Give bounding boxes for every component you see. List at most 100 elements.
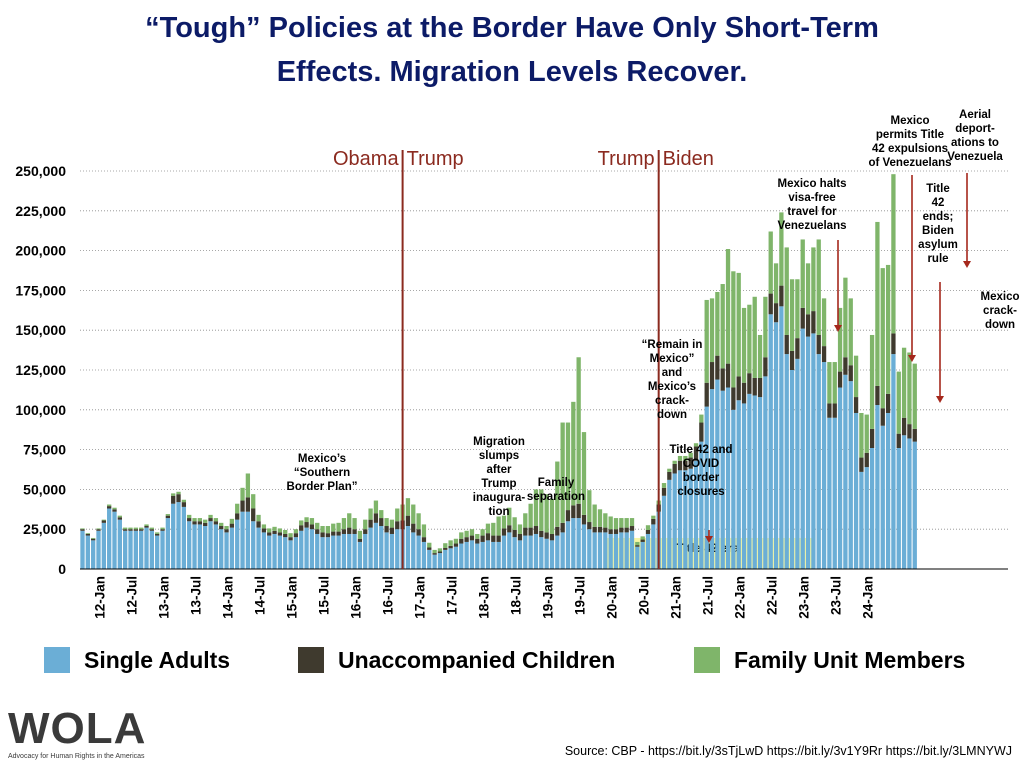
axes: 0 25,000 50,000 75,000 100,000 125,000 150,000…: [15, 163, 1008, 619]
x-tick-label: 23-Jan: [797, 576, 812, 619]
x-tick-label: 22-Jan: [733, 576, 748, 619]
bar-family-unit-members: [907, 352, 912, 425]
bar-single-adults: [299, 530, 304, 569]
bar-single-adults: [384, 532, 389, 569]
annotation-text: border: [683, 472, 720, 484]
bar-family-unit-members: [672, 460, 677, 464]
bar-unaccompanied-children: [373, 513, 379, 523]
annotation-text: COVID: [683, 458, 719, 470]
bar-family-unit-members: [331, 523, 336, 532]
bar-unaccompanied-children: [427, 547, 432, 550]
bar-single-adults: [864, 467, 869, 569]
bar-family-unit-members: [283, 529, 288, 534]
bar-family-unit-members: [576, 357, 581, 504]
bar-family-unit-members: [139, 527, 144, 530]
bar-unaccompanied-children: [117, 517, 122, 520]
bar-single-adults: [352, 533, 357, 569]
chart-title: “Tough” Policies at the Border Have Only…: [20, 6, 1004, 94]
bar-unaccompanied-children: [405, 515, 411, 527]
bar-unaccompanied-children: [363, 529, 368, 534]
bar-single-adults: [768, 314, 773, 569]
bar-single-adults: [672, 473, 677, 569]
bar-family-unit-members: [651, 515, 656, 519]
bar-single-adults: [667, 479, 672, 569]
bar-unaccompanied-children: [197, 521, 203, 525]
bar-unaccompanied-children: [523, 527, 528, 536]
bar-single-adults: [267, 535, 272, 569]
bar-family-unit-members: [560, 422, 565, 523]
bar-unaccompanied-children: [853, 397, 859, 413]
bar-family-unit-members: [373, 500, 379, 514]
bar-single-adults: [331, 535, 336, 569]
title-line-1: “Tough” Policies at the Border Have Only…: [145, 12, 879, 44]
bar-family-unit-members: [475, 533, 480, 539]
annotation-text: ends;: [923, 211, 954, 223]
bar-family-unit-members: [224, 526, 229, 530]
bar-single-adults: [251, 521, 256, 569]
bar-single-adults: [496, 541, 501, 569]
y-tick-label: 250,000: [15, 163, 66, 179]
bar-family-unit-members: [389, 519, 395, 528]
bar-unaccompanied-children: [155, 533, 160, 536]
bar-unaccompanied-children: [368, 519, 373, 528]
legend-label: Family Unit Members: [734, 646, 966, 673]
bar-family-unit-members: [133, 527, 138, 530]
bar-family-unit-members: [805, 263, 811, 315]
bar-single-adults: [347, 533, 352, 569]
bar-family-unit-members: [581, 432, 587, 515]
bar-family-unit-members: [720, 284, 725, 369]
bar-family-unit-members: [704, 299, 709, 383]
bar-family-unit-members: [128, 527, 133, 530]
bar-unaccompanied-children: [565, 510, 571, 522]
bar-family-unit-members: [912, 363, 917, 429]
bar-unaccompanied-children: [661, 487, 667, 496]
bar-single-adults: [325, 537, 331, 569]
bar-unaccompanied-children: [736, 376, 741, 401]
bar-family-unit-members: [96, 528, 101, 530]
bar-family-unit-members: [811, 247, 816, 312]
bar-unaccompanied-children: [635, 545, 640, 547]
bar-single-adults: [592, 532, 597, 569]
bar-single-adults: [475, 543, 480, 569]
bar-family-unit-members: [875, 221, 880, 386]
bar-single-adults: [245, 511, 251, 569]
bar-unaccompanied-children: [277, 532, 283, 536]
bar-family-unit-members: [347, 513, 352, 528]
bar-single-adults: [459, 543, 464, 569]
bar-single-adults: [651, 524, 656, 569]
bar-family-unit-members: [843, 277, 848, 358]
bar-unaccompanied-children: [763, 357, 768, 377]
bar-family-unit-members: [789, 279, 795, 351]
bar-single-adults: [507, 532, 512, 569]
bar-single-adults: [448, 548, 453, 569]
bar-single-adults: [576, 518, 581, 569]
bar-single-adults: [832, 417, 837, 569]
annotation-text: travel for: [787, 206, 837, 218]
bar-single-adults: [528, 535, 533, 569]
legend-swatch-single-adults: [44, 647, 70, 673]
bar-family-unit-members: [437, 548, 443, 552]
bar-unaccompanied-children: [347, 527, 352, 534]
bar-family-unit-members: [853, 355, 859, 398]
bar-single-adults: [187, 521, 192, 569]
bar-family-unit-members: [848, 298, 853, 366]
annotation-text: Mexico: [981, 291, 1020, 303]
bar-single-adults: [155, 535, 160, 569]
annotation-text: Mexico’s: [298, 453, 346, 465]
bar-unaccompanied-children: [597, 526, 603, 533]
bar-single-adults: [421, 541, 427, 569]
bar-family-unit-members: [395, 508, 400, 522]
legend-item-unaccompanied-children: Unaccompanied Children: [298, 642, 615, 678]
bar-unaccompanied-children: [379, 518, 384, 527]
bar-unaccompanied-children: [213, 521, 219, 525]
bar-unaccompanied-children: [752, 377, 757, 396]
x-tick-label: 20-Jul: [637, 576, 652, 615]
bar-unaccompanied-children: [80, 529, 85, 531]
bar-unaccompanied-children: [496, 535, 501, 542]
bar-family-unit-members: [304, 517, 309, 523]
bar-single-adults: [491, 541, 496, 569]
bar-unaccompanied-children: [453, 543, 459, 547]
bar-single-adults: [688, 468, 693, 569]
bar-family-unit-members: [592, 504, 597, 527]
